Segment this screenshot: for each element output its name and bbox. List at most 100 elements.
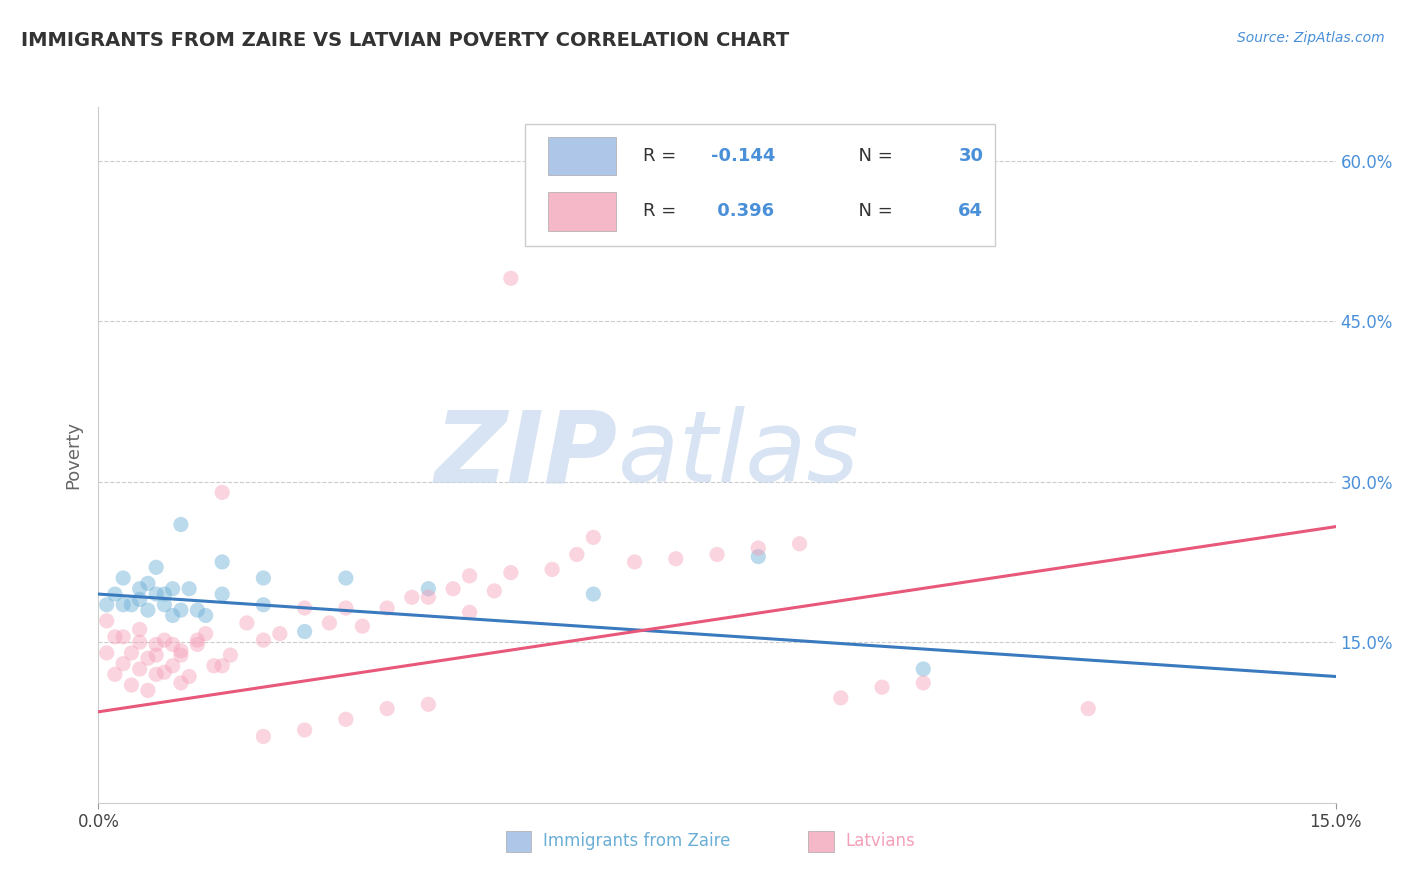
Text: Immigrants from Zaire: Immigrants from Zaire xyxy=(543,832,730,850)
Point xyxy=(170,648,193,662)
Point xyxy=(120,678,142,692)
Text: R =: R = xyxy=(643,147,682,165)
FancyBboxPatch shape xyxy=(526,124,995,246)
Point xyxy=(665,551,688,566)
Point xyxy=(912,676,935,690)
Point xyxy=(375,601,398,615)
Point xyxy=(112,571,135,585)
Point xyxy=(789,537,811,551)
Point xyxy=(582,530,605,544)
Text: 30: 30 xyxy=(959,147,983,165)
Point xyxy=(179,669,201,683)
Point xyxy=(418,591,440,605)
Point xyxy=(120,646,142,660)
Text: ZIP: ZIP xyxy=(434,407,619,503)
Point xyxy=(623,555,645,569)
Point xyxy=(294,601,316,615)
Text: -0.144: -0.144 xyxy=(711,147,775,165)
Point xyxy=(145,667,167,681)
Point xyxy=(170,676,193,690)
Point xyxy=(145,648,167,662)
Point xyxy=(294,723,316,737)
Point xyxy=(352,619,374,633)
Point xyxy=(912,662,935,676)
Point xyxy=(96,614,118,628)
Point xyxy=(441,582,464,596)
Y-axis label: Poverty: Poverty xyxy=(65,421,83,489)
Point xyxy=(194,626,217,640)
Text: N =: N = xyxy=(846,147,898,165)
Point xyxy=(145,560,167,574)
Point xyxy=(104,630,127,644)
Point xyxy=(706,548,728,562)
Point xyxy=(401,591,423,605)
Text: atlas: atlas xyxy=(619,407,859,503)
Point xyxy=(145,637,167,651)
Point xyxy=(294,624,316,639)
Point xyxy=(120,598,142,612)
Point xyxy=(211,555,233,569)
Point xyxy=(747,549,769,564)
Point xyxy=(252,571,274,585)
Point xyxy=(128,582,150,596)
Point xyxy=(211,587,233,601)
Point xyxy=(136,576,159,591)
Point xyxy=(162,608,184,623)
Point xyxy=(112,630,135,644)
Point xyxy=(499,271,522,285)
Point xyxy=(211,485,233,500)
Point xyxy=(375,701,398,715)
Point xyxy=(162,637,184,651)
Text: Latvians: Latvians xyxy=(845,832,915,850)
Text: N =: N = xyxy=(846,202,898,220)
Point xyxy=(499,566,522,580)
Point xyxy=(112,598,135,612)
Point xyxy=(128,592,150,607)
Point xyxy=(335,601,357,615)
Point xyxy=(1077,701,1099,715)
Point xyxy=(96,598,118,612)
Point xyxy=(565,548,588,562)
Point xyxy=(153,598,176,612)
Point xyxy=(418,698,440,712)
Point xyxy=(145,587,167,601)
Point xyxy=(747,541,769,555)
Point xyxy=(136,651,159,665)
Point xyxy=(170,517,193,532)
Point xyxy=(112,657,135,671)
Point xyxy=(236,615,259,630)
Point xyxy=(870,680,893,694)
Text: R =: R = xyxy=(643,202,682,220)
Point xyxy=(170,603,193,617)
Point xyxy=(202,658,225,673)
Point xyxy=(104,587,127,601)
Point xyxy=(418,582,440,596)
Text: IMMIGRANTS FROM ZAIRE VS LATVIAN POVERTY CORRELATION CHART: IMMIGRANTS FROM ZAIRE VS LATVIAN POVERTY… xyxy=(21,31,789,50)
Point xyxy=(269,626,291,640)
Point xyxy=(582,587,605,601)
Point xyxy=(153,633,176,648)
Point xyxy=(252,730,274,744)
Point xyxy=(96,646,118,660)
Point xyxy=(458,605,481,619)
Point xyxy=(186,633,208,648)
Point xyxy=(830,690,852,705)
Point xyxy=(128,662,150,676)
Point xyxy=(179,582,201,596)
Point xyxy=(162,658,184,673)
Point xyxy=(136,603,159,617)
Bar xyxy=(547,193,616,230)
Point xyxy=(219,648,242,662)
Point xyxy=(153,665,176,680)
Point xyxy=(128,623,150,637)
Point xyxy=(318,615,340,630)
Point xyxy=(153,587,176,601)
Point xyxy=(252,598,274,612)
Text: 64: 64 xyxy=(959,202,983,220)
Point xyxy=(335,712,357,726)
Point xyxy=(128,635,150,649)
Point xyxy=(170,644,193,658)
Point xyxy=(335,571,357,585)
Text: Source: ZipAtlas.com: Source: ZipAtlas.com xyxy=(1237,31,1385,45)
Text: 0.396: 0.396 xyxy=(711,202,773,220)
